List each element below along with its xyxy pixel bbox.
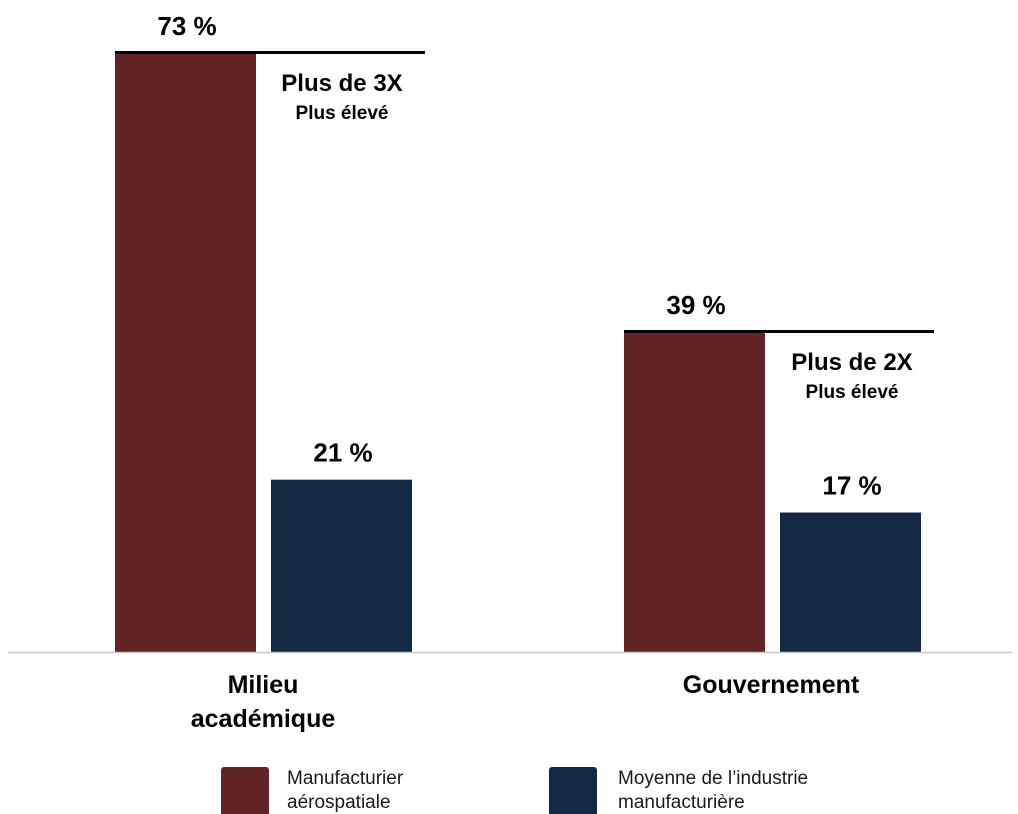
bar	[115, 53, 256, 652]
bar	[624, 331, 765, 652]
annotation-main: Plus de 2X	[791, 349, 912, 376]
annotation-sub: Plus élevé	[806, 382, 899, 403]
bar	[271, 479, 412, 652]
legend-label: aérospatiale	[287, 792, 391, 813]
bar	[780, 512, 921, 652]
category-label: académique	[191, 705, 336, 733]
value-label: 73 %	[157, 11, 216, 41]
legend-swatch	[549, 767, 597, 814]
value-label: 21 %	[313, 438, 372, 468]
annotation-main: Plus de 3X	[281, 70, 402, 97]
value-label: 39 %	[666, 290, 725, 320]
category-label: Milieu	[228, 671, 299, 699]
annotation-sub: Plus élevé	[296, 103, 389, 124]
legend-label: Moyenne de l’industrie	[618, 768, 808, 789]
legend-swatch	[221, 767, 269, 814]
value-label: 17 %	[822, 471, 881, 501]
legend-label: manufacturière	[618, 792, 745, 813]
category-label: Gouvernement	[683, 671, 860, 699]
legend-label: Manufacturier	[287, 768, 404, 789]
